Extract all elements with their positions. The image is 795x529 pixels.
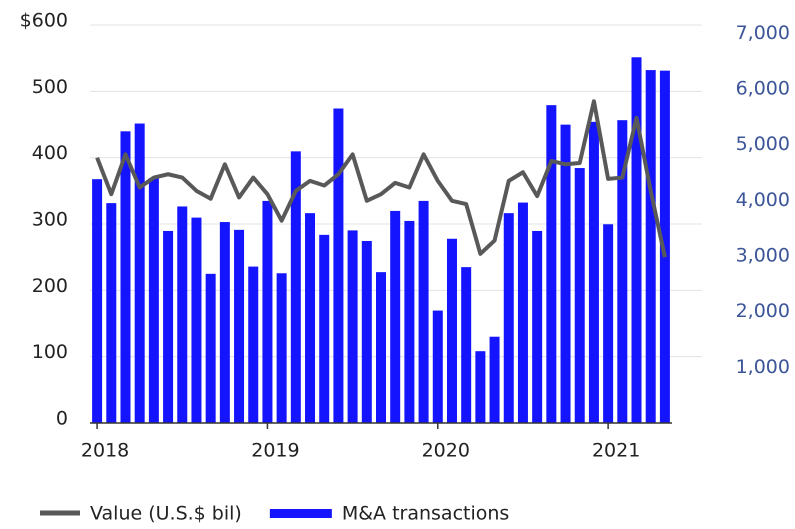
bar <box>546 105 557 423</box>
y-tick-label: $600 <box>20 10 68 32</box>
y-tick-label: 200 <box>32 275 68 297</box>
bar <box>503 213 514 423</box>
y2-tick-label: 5,000 <box>736 133 790 155</box>
y-tick-label: 500 <box>32 76 68 98</box>
bar <box>191 217 202 423</box>
bar <box>148 178 159 423</box>
y-tick-label: 100 <box>32 341 68 363</box>
bar <box>603 224 614 423</box>
bar <box>659 70 670 424</box>
legend-label: Value (U.S.$ bil) <box>90 503 242 525</box>
bar <box>305 213 316 423</box>
y2-tick-label: 4,000 <box>736 189 790 211</box>
bar <box>560 124 571 423</box>
bar <box>120 131 131 423</box>
y2-tick-label: 3,000 <box>736 245 790 267</box>
y-tick-label: 0 <box>56 408 68 430</box>
bar <box>390 210 401 423</box>
bar <box>177 206 188 423</box>
legend-swatch <box>269 509 332 518</box>
legend-label: M&A transactions <box>342 503 509 525</box>
y-tick-label: 400 <box>32 142 68 164</box>
y2-tick-label: 2,000 <box>736 300 790 322</box>
bar <box>219 222 230 423</box>
bar <box>446 238 457 423</box>
bar <box>489 336 500 423</box>
bar <box>106 203 117 423</box>
y2-tick-label: 6,000 <box>736 78 790 100</box>
bar <box>361 240 372 423</box>
bar <box>432 310 443 423</box>
bar <box>645 70 656 424</box>
bar <box>588 121 599 423</box>
x-tick-label: 2019 <box>251 440 299 462</box>
bar <box>290 151 301 424</box>
bar <box>475 351 486 423</box>
y2-tick-label: 1,000 <box>736 356 790 378</box>
line <box>95 99 667 258</box>
y2-tick-label: 7,000 <box>736 22 790 44</box>
bar <box>617 120 628 424</box>
x-tick-label: 2021 <box>592 440 640 462</box>
x-tick-label: 2020 <box>422 440 470 462</box>
bar <box>276 273 287 423</box>
bar <box>418 200 429 423</box>
bar <box>347 230 358 423</box>
bar <box>574 168 585 423</box>
bar <box>319 234 330 423</box>
bar <box>461 267 472 423</box>
x-tick-label: 2018 <box>81 440 129 462</box>
bar <box>631 57 642 424</box>
bar <box>262 200 273 423</box>
bar <box>134 123 145 423</box>
bar <box>333 108 344 423</box>
y-tick-label: 300 <box>32 209 68 231</box>
bar <box>163 230 174 423</box>
bar <box>92 179 103 423</box>
bar <box>234 229 245 423</box>
bar <box>205 273 216 423</box>
bar <box>248 266 259 423</box>
bar <box>517 202 528 423</box>
bar <box>532 230 543 423</box>
bar <box>376 272 386 423</box>
bar <box>404 220 415 423</box>
